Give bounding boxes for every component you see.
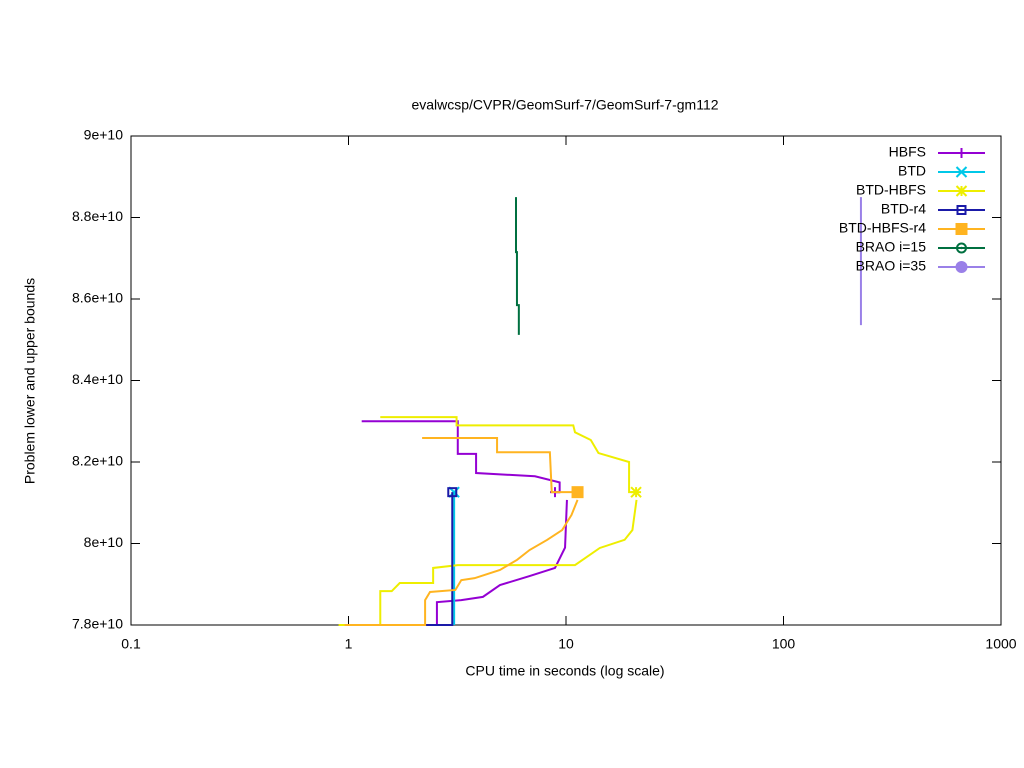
- y-tick-label: 8.8e+10: [72, 208, 123, 224]
- series-line: [425, 492, 454, 626]
- legend-label: BRAO i=35: [856, 258, 927, 274]
- marker-stroke: [630, 486, 642, 498]
- marker-shape: [955, 223, 968, 235]
- series-line: [515, 197, 520, 335]
- y-tick-label: 8.4e+10: [72, 371, 123, 387]
- legend-label: HBFS: [889, 144, 926, 160]
- y-axis-label: Problem lower and upper bounds: [22, 278, 38, 484]
- marker: [955, 223, 968, 235]
- marker: [956, 242, 967, 254]
- marker: [630, 486, 642, 498]
- x-tick-label: 1: [345, 636, 353, 652]
- series-line: [338, 416, 638, 626]
- marker-shape: [571, 486, 584, 499]
- marker: [571, 486, 584, 499]
- series-line: [344, 436, 579, 626]
- y-tick-label: 8.6e+10: [72, 290, 123, 306]
- y-tick-label: 8.2e+10: [72, 453, 123, 469]
- marker-shape: [960, 246, 963, 250]
- marker: [956, 148, 967, 158]
- y-tick-label: 9e+10: [84, 127, 124, 143]
- marker-shape: [956, 205, 967, 215]
- marker: [447, 487, 458, 498]
- x-tick-label: 0.1: [121, 636, 141, 652]
- legend-label: BTD: [898, 163, 926, 179]
- marker-stroke: [955, 166, 968, 178]
- marker: [955, 261, 968, 273]
- marker: [955, 166, 968, 178]
- chart-title: evalwcsp/CVPR/GeomSurf-7/GeomSurf-7-gm11…: [411, 97, 718, 113]
- x-axis-label: CPU time in seconds (log scale): [465, 663, 664, 679]
- x-tick-label: 1000: [985, 636, 1016, 652]
- marker-shape: [447, 487, 458, 498]
- series-line: [361, 420, 568, 625]
- marker-shape: [956, 242, 967, 254]
- marker: [955, 185, 968, 197]
- legend-label: BTD-HBFS-r4: [839, 220, 926, 236]
- marker-shape: [955, 261, 968, 273]
- y-tick-label: 7.8e+10: [72, 616, 123, 632]
- y-tick-label: 8e+10: [84, 534, 124, 550]
- x-tick-label: 10: [558, 636, 574, 652]
- marker-stroke: [955, 185, 968, 197]
- marker: [956, 205, 967, 215]
- legend-label: BTD-HBFS: [856, 182, 926, 198]
- plot-frame: [130, 135, 1002, 626]
- legend-label: BTD-r4: [881, 201, 926, 217]
- legend-label: BRAO i=15: [856, 239, 927, 255]
- x-tick-label: 100: [772, 636, 796, 652]
